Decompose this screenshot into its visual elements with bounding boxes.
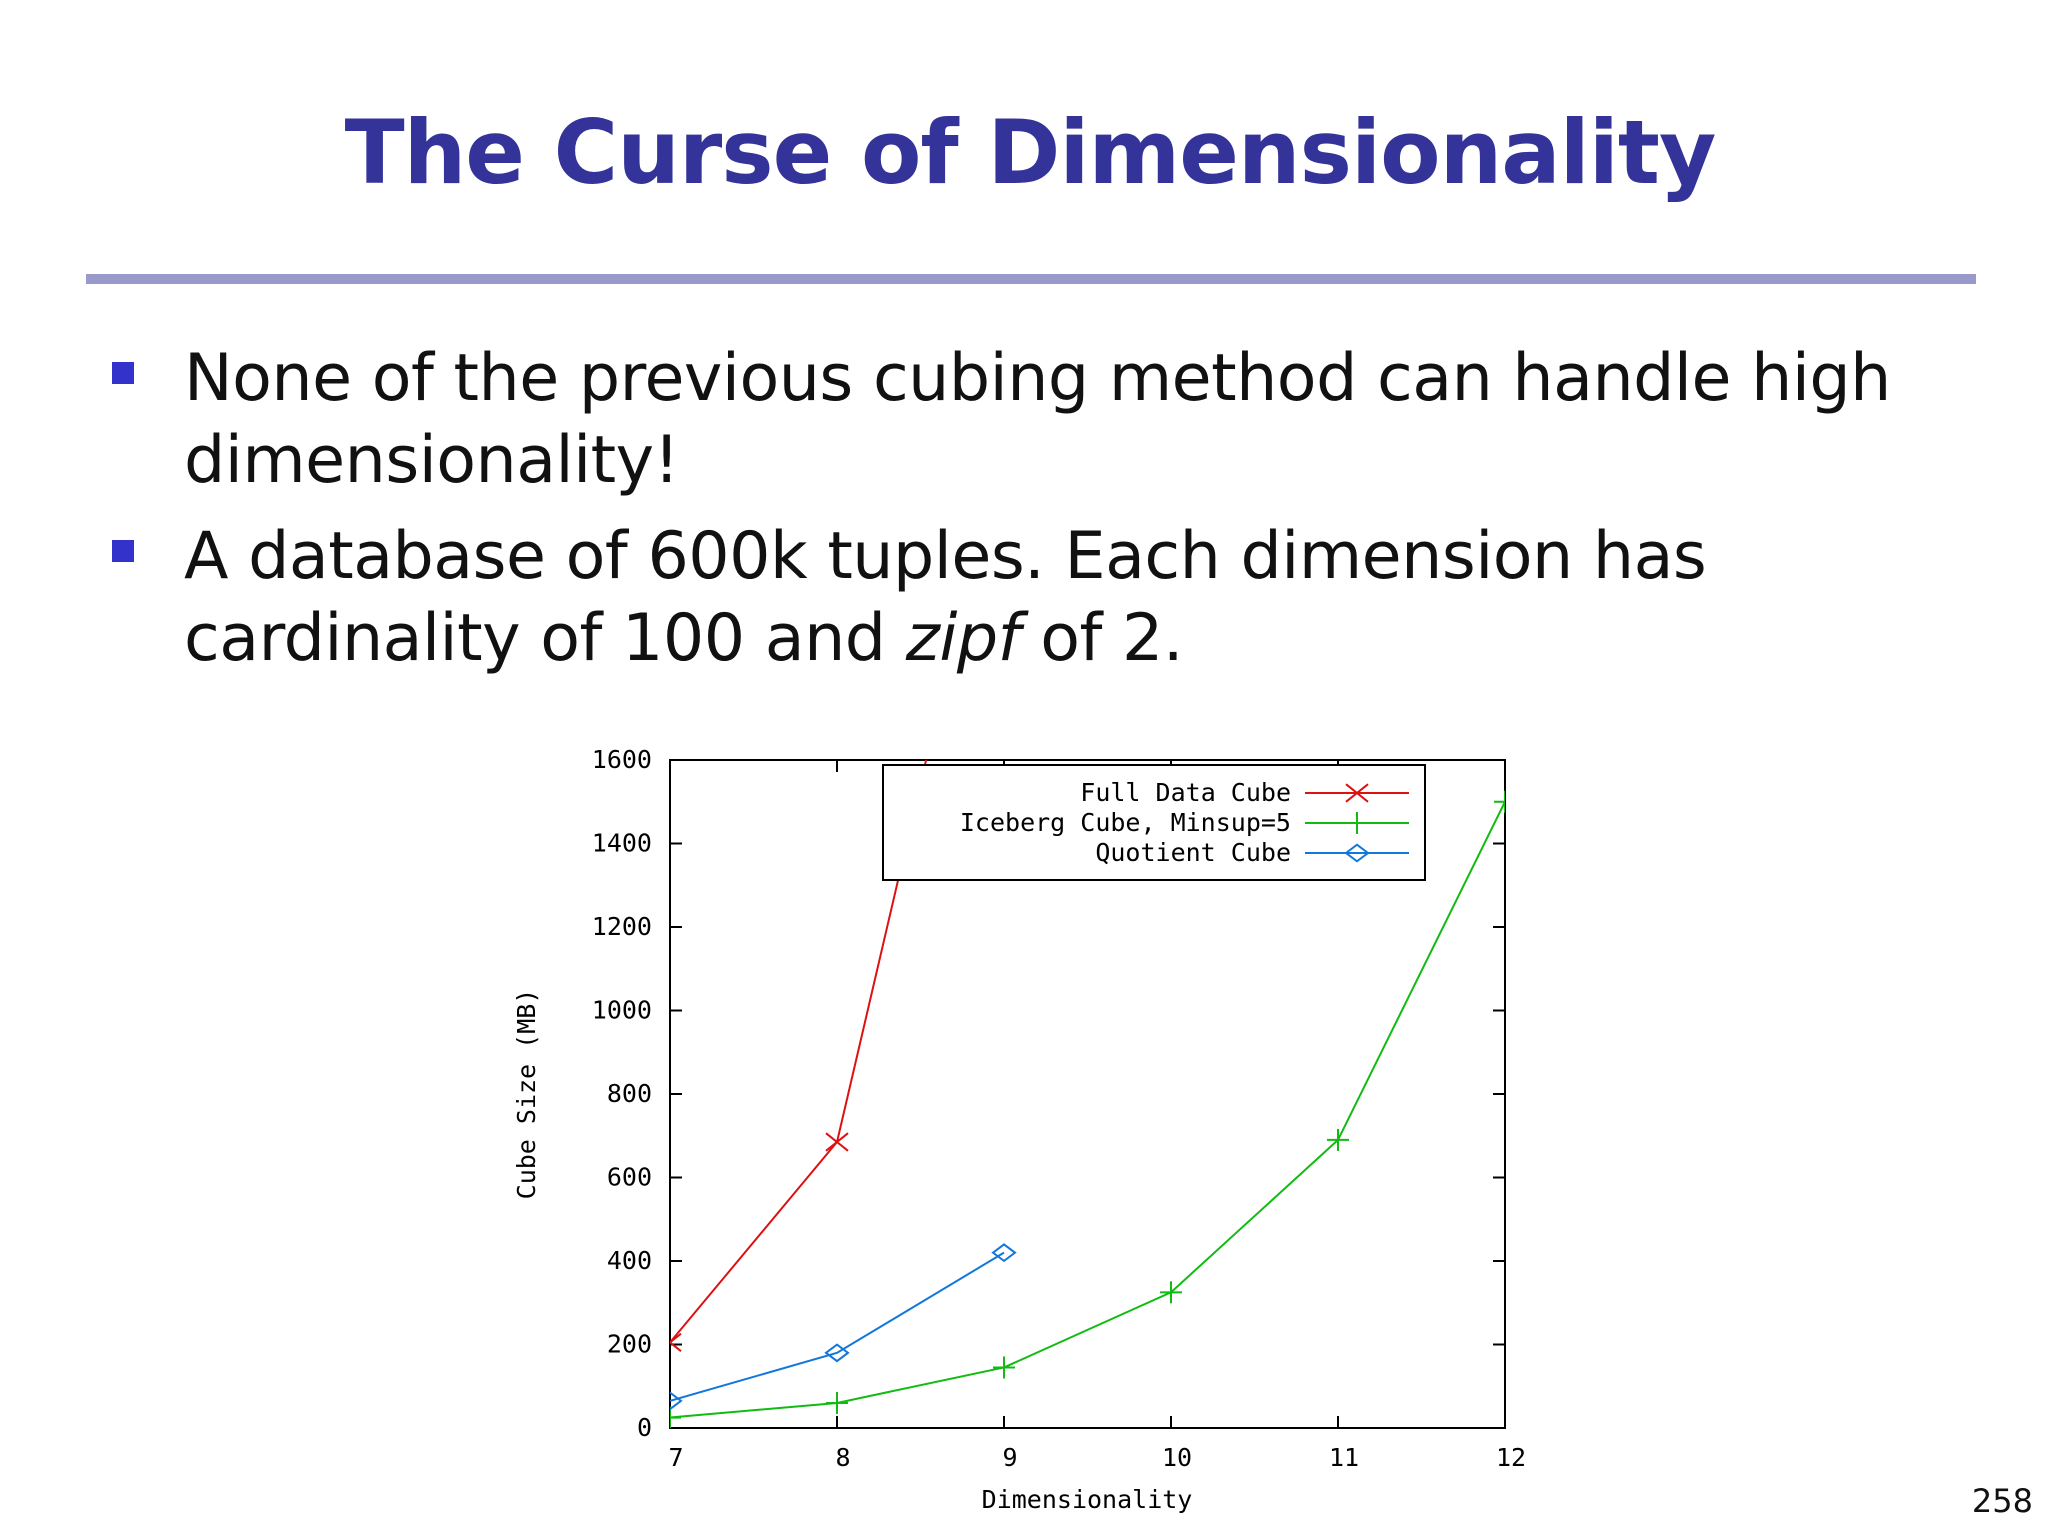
y-tick-label: 1600	[592, 745, 652, 774]
data-point-series-2	[1160, 1281, 1182, 1304]
series-line-3	[670, 1251, 1005, 1402]
y-tick-label: 800	[607, 1079, 652, 1108]
legend-label-2: Iceberg Cube, Minsup=5	[960, 808, 1291, 837]
slide-title: The Curse of Dimensionality	[344, 101, 1717, 204]
data-point-series-3	[824, 1343, 850, 1363]
bullet-text-2-end: of 2.	[1020, 601, 1184, 676]
y-tick-label: 400	[607, 1246, 652, 1275]
bullet-text-2: A database of 600k tuples. Each dimensio…	[184, 519, 1707, 676]
data-point-series-2	[1494, 790, 1505, 813]
legend-marker-1	[1345, 783, 1369, 803]
y-tick-label: 0	[637, 1413, 652, 1442]
legend-marker-2	[1346, 812, 1368, 834]
data-point-series-2	[826, 1391, 848, 1414]
cube-size-chart: 0 200 400 600 800 1000 1200 1400 1600 7 8 9 10 11 12 F…	[512, 745, 1526, 1514]
x-tick-label: 11	[1329, 1443, 1359, 1472]
bullet-square-icon	[112, 540, 134, 562]
data-point-series-2	[670, 1406, 681, 1428]
title-divider	[86, 274, 1976, 284]
x-tick-label: 7	[668, 1443, 683, 1472]
bullet-text-1: None of the previous cubing method can h…	[184, 341, 1891, 498]
legend-label-1: Full Data Cube	[1080, 778, 1291, 807]
y-tick-label: 1200	[592, 912, 652, 941]
bullet-square-icon	[112, 362, 134, 384]
chart-container: 0 200 400 600 800 1000 1200 1400 1600 7 8 9 10 11 12 F…	[500, 740, 1560, 1530]
data-point-series-1	[670, 1332, 682, 1352]
y-tick-label: 1400	[592, 829, 652, 858]
data-point-series-1	[825, 1132, 849, 1152]
y-tick-label: 600	[607, 1163, 652, 1192]
y-tick-label: 200	[607, 1330, 652, 1359]
y-tick-label: 1000	[592, 996, 652, 1025]
data-point-series-3	[670, 1391, 683, 1411]
y-axis-label: Cube Size (MB)	[512, 989, 541, 1200]
bullet-item-2: A database of 600k tuples. Each dimensio…	[110, 516, 1990, 680]
legend-label-3: Quotient Cube	[1095, 838, 1291, 867]
x-tick-label: 12	[1496, 1443, 1526, 1472]
axes-layer: 0 200 400 600 800 1000 1200 1400 1600 7 8 9 10 11 12	[592, 745, 1526, 1472]
page-number: 258	[1971, 1482, 2033, 1520]
marker-layer	[670, 790, 1505, 1428]
bullet-list: None of the previous cubing method can h…	[110, 338, 1990, 694]
x-tick-label: 8	[835, 1443, 850, 1472]
data-point-series-2	[993, 1356, 1015, 1379]
x-axis-label: Dimensionality	[982, 1485, 1193, 1514]
bullet-item-1: None of the previous cubing method can h…	[110, 338, 1990, 502]
series-line-2	[670, 801, 1505, 1419]
legend-marker-3	[1344, 843, 1370, 863]
bullet-text-2-zipf: zipf	[905, 601, 1021, 676]
bullet-text-2-start: A database of 600k tuples. Each dimensio…	[184, 519, 1707, 676]
x-tick-label: 9	[1002, 1443, 1017, 1472]
data-point-series-3	[991, 1243, 1017, 1263]
data-point-series-2	[1327, 1128, 1349, 1151]
x-tick-label: 10	[1162, 1443, 1192, 1472]
